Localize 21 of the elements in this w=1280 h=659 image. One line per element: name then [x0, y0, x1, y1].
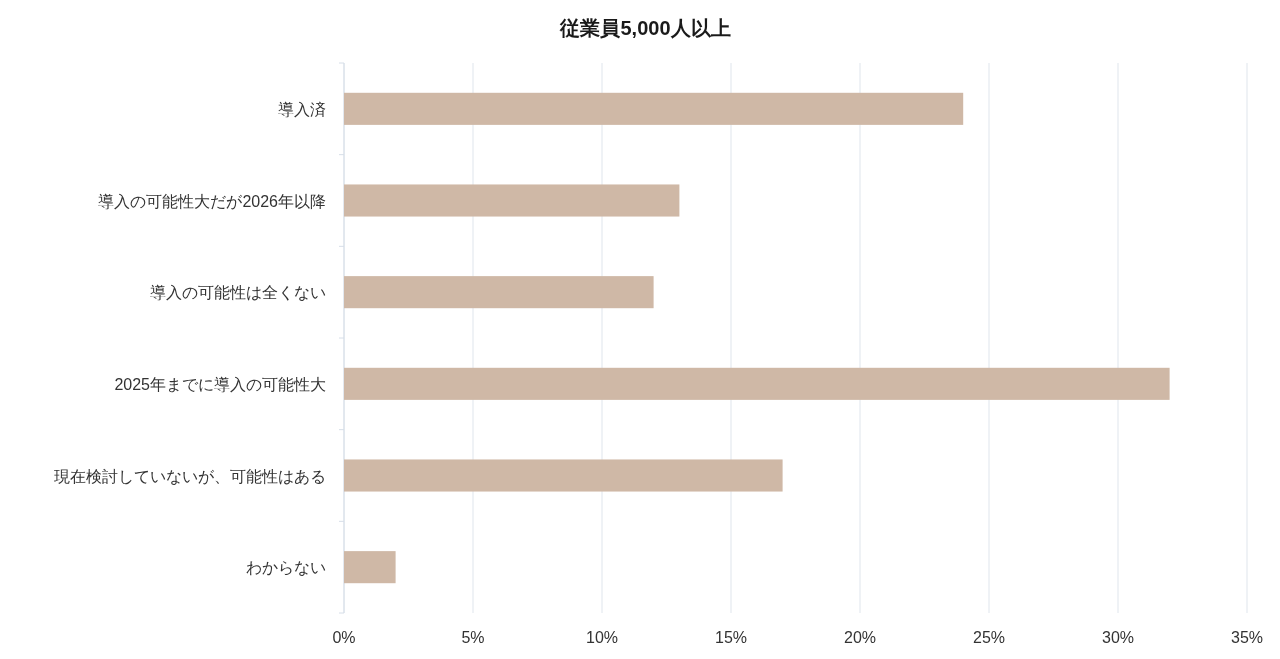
x-tick-label: 35%: [1230, 629, 1264, 646]
x-tick-label: 15%: [714, 629, 748, 646]
bar: [344, 184, 680, 217]
y-tick-label: 現在検討していないが、可能性はある: [54, 467, 326, 485]
x-tick-label: 20%: [843, 629, 877, 646]
x-tick-label: 10%: [585, 629, 619, 646]
y-tick-label: 導入の可能性は全くない: [150, 284, 326, 302]
x-tick-label: 30%: [1101, 629, 1135, 646]
y-tick-label: 2025年までに導入の可能性大: [114, 375, 326, 393]
bar: [344, 92, 964, 125]
x-tick-label: 25%: [972, 629, 1006, 646]
y-tick-label: わからない: [246, 559, 326, 577]
y-tick-label: 導入の可能性大だが2026年以降: [98, 192, 326, 210]
bar: [344, 459, 783, 492]
x-tick-label: 0%: [332, 629, 356, 646]
y-tick-label: 導入済: [278, 100, 326, 118]
x-tick-label: 5%: [461, 629, 485, 646]
bar: [344, 551, 396, 584]
chart-title: 従業員5,000人以上: [559, 17, 731, 39]
bar: [344, 276, 654, 309]
bar: [344, 367, 1170, 400]
